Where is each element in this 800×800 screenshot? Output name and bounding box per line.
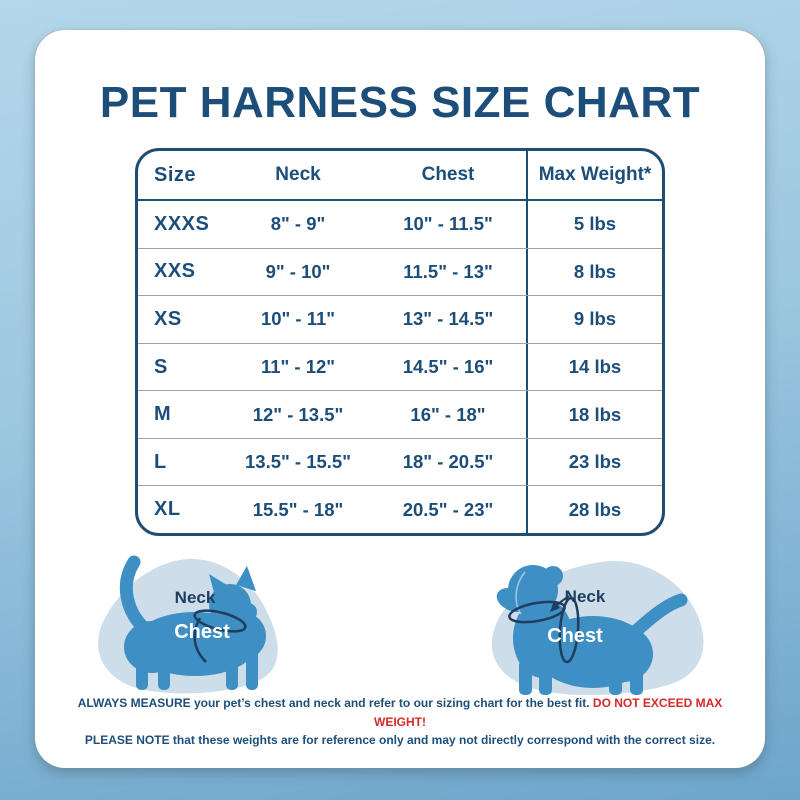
table-row-xxs: XXS 9" - 10" 11.5" - 13" 8 lbs: [138, 247, 662, 296]
size-chart-table: Size Neck Chest Max Weight* XXXS 8" - 9"…: [135, 148, 665, 536]
cat-illustration: Neck Chest: [98, 555, 278, 694]
footnote-line-2: PLEASE NOTE that these weights are for r…: [53, 731, 747, 750]
max-weight-value: 18 lbs: [526, 391, 662, 438]
footnote: ALWAYS MEASURE your pet’s chest and neck…: [53, 694, 747, 750]
chest-value: 10" - 11.5": [403, 213, 493, 235]
column-header-chest: Chest: [421, 164, 475, 185]
footnote-line-1: ALWAYS MEASURE your pet’s chest and neck…: [53, 694, 747, 731]
cat-measure-diagram: Neck Chest: [90, 550, 330, 702]
size-value: L: [154, 450, 167, 473]
chest-value: 18" - 20.5": [402, 451, 494, 473]
dog-measure-diagram: Neck Chest: [473, 550, 723, 702]
footnote-note-bold: PLEASE NOTE: [84, 733, 170, 748]
page-title: PET HARNESS SIZE CHART: [99, 78, 701, 127]
max-weight-value: 5 lbs: [526, 201, 662, 248]
cat-neck-loop: [193, 609, 247, 633]
dog-illustration: Neck Chest: [491, 561, 704, 696]
table-row-xs: XS 10" - 11" 13" - 14.5" 9 lbs: [138, 295, 662, 343]
chest-value: 11.5" - 13": [403, 260, 493, 282]
neck-value: 13.5" - 15.5": [245, 451, 351, 473]
chest-value: 13" - 14.5": [402, 308, 494, 330]
max-weight-value: 23 lbs: [526, 438, 662, 486]
size-value: XL: [154, 498, 181, 521]
dog-neck-label: Neck: [565, 587, 606, 606]
table-row-xl: XL 15.5" - 18" 20.5" - 23" 28 lbs: [138, 485, 662, 533]
cat-chest-strap: [193, 617, 207, 663]
size-value: M: [154, 403, 172, 426]
dog-silhouette: [496, 565, 688, 695]
neck-value: 12" - 13.5": [252, 403, 344, 425]
table-row-m: M 12" - 13.5" 16" - 18" 18 lbs: [138, 390, 662, 438]
table-row-l: L 13.5" - 15.5" 18" - 20.5" 23 lbs: [138, 437, 662, 486]
footnote-note-text: that these weights are for reference onl…: [169, 733, 716, 748]
column-header-neck: Neck: [275, 164, 321, 185]
chest-value: 20.5" - 23": [402, 498, 494, 520]
max-weight-value: 8 lbs: [526, 248, 662, 296]
dog-chest-loop: [558, 596, 580, 664]
neck-value: 11" - 12": [260, 356, 336, 378]
dog-chest-label: Chest: [547, 625, 603, 647]
footnote-warning: DO NOT EXCEED MAX WEIGHT!: [374, 696, 723, 729]
max-weight-value: 14 lbs: [526, 343, 662, 391]
cat-chest-label: Chest: [174, 621, 230, 643]
chest-value: 16" - 18": [410, 403, 486, 425]
size-value: XXS: [154, 260, 196, 283]
size-value: XS: [154, 307, 182, 330]
neck-value: 15.5" - 18": [252, 498, 344, 520]
cat-neck-label: Neck: [175, 588, 216, 607]
table-row-xxxs: XXXS 8" - 9" 10" - 11.5" 5 lbs: [138, 199, 662, 248]
dog-neck-arrowhead: [550, 601, 560, 612]
size-value: S: [154, 355, 168, 378]
neck-value: 9" - 10": [265, 260, 331, 282]
column-header-size: Size: [154, 163, 197, 186]
neck-value: 8" - 9": [270, 213, 326, 235]
neck-value: 10" - 11": [260, 308, 336, 330]
chart-card: PET HARNESS SIZE CHART Size Neck Chest M…: [35, 30, 765, 768]
size-value: XXXS: [154, 212, 210, 235]
table-row-s: S 11" - 12" 14.5" - 16" 14 lbs: [138, 342, 662, 391]
max-weight-value: 28 lbs: [526, 486, 662, 533]
chest-value: 14.5" - 16": [402, 356, 494, 378]
footnote-measure-bold: ALWAYS MEASURE: [77, 696, 191, 711]
max-weight-value: 9 lbs: [526, 296, 662, 343]
footnote-measure-text: your pet’s chest and neck and refer to o…: [190, 696, 593, 711]
table-header-row: Size Neck Chest Max Weight*: [138, 151, 662, 199]
dog-ear-outline: [515, 571, 526, 615]
column-header-max-weight: Max Weight*: [526, 151, 662, 199]
